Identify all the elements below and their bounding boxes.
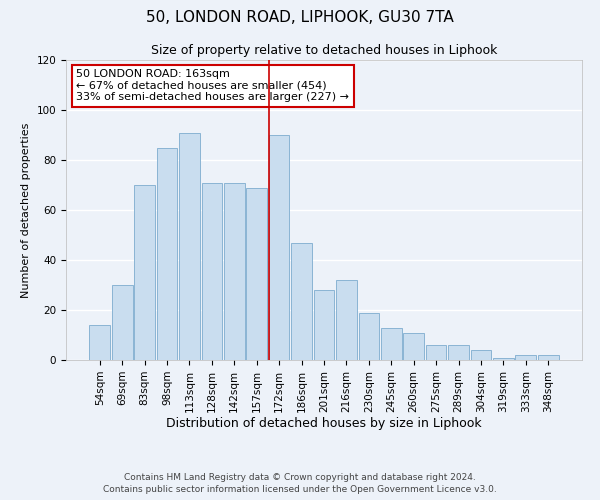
Y-axis label: Number of detached properties: Number of detached properties (21, 122, 31, 298)
Bar (291, 242, 312, 360)
Bar (157, 148, 178, 360)
Bar (470, 350, 491, 360)
Bar (134, 185, 155, 360)
Bar (202, 182, 222, 360)
Text: 50, LONDON ROAD, LIPHOOK, GU30 7TA: 50, LONDON ROAD, LIPHOOK, GU30 7TA (146, 10, 454, 25)
Bar (403, 332, 424, 360)
Text: Contains HM Land Registry data © Crown copyright and database right 2024.
Contai: Contains HM Land Registry data © Crown c… (103, 472, 497, 494)
Bar (336, 280, 357, 360)
X-axis label: Distribution of detached houses by size in Liphook: Distribution of detached houses by size … (166, 418, 482, 430)
Bar (247, 188, 267, 360)
Bar (179, 132, 200, 360)
Bar (448, 345, 469, 360)
Text: 50 LONDON ROAD: 163sqm
← 67% of detached houses are smaller (454)
33% of semi-de: 50 LONDON ROAD: 163sqm ← 67% of detached… (76, 69, 349, 102)
Bar (89, 325, 110, 360)
Bar (224, 182, 245, 360)
Bar (112, 285, 133, 360)
Title: Size of property relative to detached houses in Liphook: Size of property relative to detached ho… (151, 44, 497, 58)
Bar (359, 312, 379, 360)
Bar (538, 355, 559, 360)
Bar (381, 328, 401, 360)
Bar (515, 355, 536, 360)
Bar (493, 358, 514, 360)
Bar (426, 345, 446, 360)
Bar (269, 135, 289, 360)
Bar (314, 290, 334, 360)
